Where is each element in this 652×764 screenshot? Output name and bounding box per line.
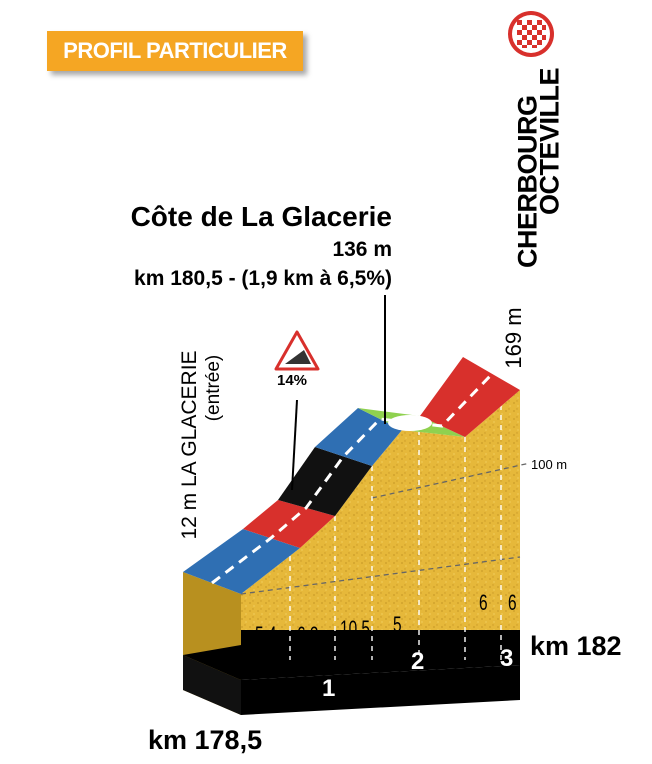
summit-name: Côte de La Glacerie [130,201,392,232]
finish-town-line2: OCTEVILLE [534,68,565,216]
summit-altitude: 136 m [332,238,392,261]
start-town: 12 m LA GLACERIE [178,350,201,540]
base-strip-bottom [183,655,241,715]
segment-gradient: 6,2 [297,622,319,647]
start-subtitle: (entrée) [203,354,224,422]
base-strip-front [183,630,520,680]
start-km-label: km 178,5 [148,725,263,755]
steep-slope-warning-icon [274,330,320,371]
warning-grade: 14% [277,372,308,389]
warning-pointer [291,399,298,491]
segment-gradient: 6 [508,590,517,615]
road-segment-red-2 [420,357,520,437]
summit-marker [388,415,432,431]
finish-altitude: 169 m [501,307,526,369]
segment-dividers [289,405,502,660]
grid-line-low [240,556,521,595]
segment-gradient: 6 [479,590,488,615]
profile-badge: PROFIL PARTICULIER [47,31,303,71]
km-marker: 1 [322,675,336,702]
segment-gradient: 5,4 [255,622,277,647]
road-segment-black [278,447,372,516]
road-segment-blue-2 [315,408,402,466]
summit-km-info: km 180,5 - (1,9 km à 6,5%) [134,267,392,290]
km-marker: 3 [500,645,514,672]
segment-gradient: 10,5 [340,616,370,641]
finish-flag-icon [508,11,554,57]
terrain-front-face [241,390,520,630]
grid-label-100m: 100 m [531,457,568,472]
end-km-label: km 182 [530,631,622,661]
road-segment-red-1 [243,500,335,548]
base-strip-top [241,665,520,715]
km-marker: 2 [411,648,425,675]
road-center-line [211,372,494,585]
segment-gradient: 5 [393,612,402,637]
